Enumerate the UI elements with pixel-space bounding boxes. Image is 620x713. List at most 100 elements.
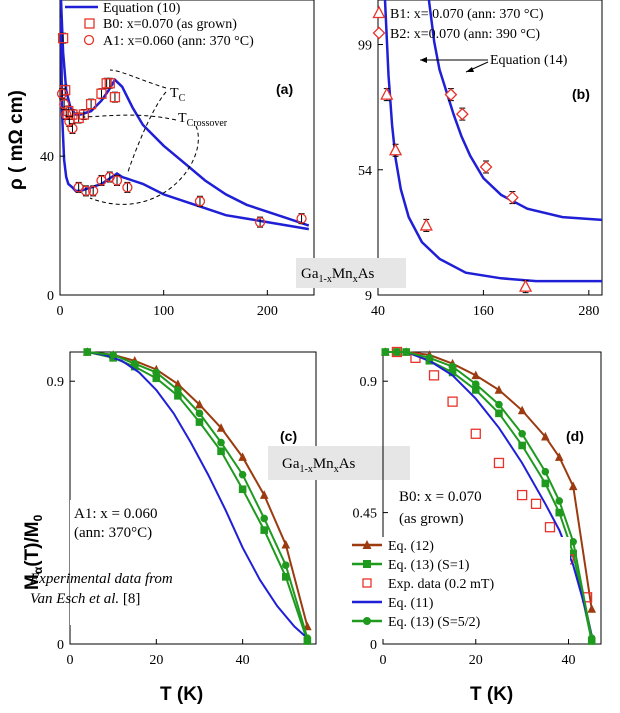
ylabel-alpha: α: [31, 566, 45, 574]
marker-circle: [174, 386, 182, 394]
marker-square: [260, 526, 269, 534]
a1-point: [56, 88, 68, 99]
marker-circle: [217, 438, 225, 447]
annotation-tcrossover: TCrossover: [178, 111, 228, 129]
panel-d-ytick-label: 0: [370, 638, 377, 653]
arrow-eq14-right-head: [466, 67, 474, 72]
legend-marker: [362, 540, 372, 549]
marker-circle: [109, 351, 117, 359]
panel-b-xtick-label: 280: [578, 304, 599, 319]
panel-a-frame: [59, 0, 315, 296]
marker-circle: [518, 429, 526, 438]
material-formula-top: Ga1-xMnxAs: [301, 266, 375, 285]
equation-14-curve: [427, 0, 602, 222]
exp-data-point: [447, 396, 458, 407]
panel-a-xtick-label: 100: [153, 304, 174, 319]
b0-point: [67, 109, 78, 120]
legend-label: Exp. data (0.2 mT): [388, 577, 494, 592]
marker-circle: [471, 380, 480, 388]
exp-data-point: [470, 428, 481, 439]
panel-b-ytick-label: 54: [358, 164, 372, 179]
legend-marker: [363, 560, 371, 568]
panel-a-ylabel: ρ ( mΩ cm): [6, 90, 27, 190]
marker-square: [152, 374, 161, 383]
panel-d-legend-bg: [348, 537, 570, 639]
legend-circle-marker: [83, 34, 95, 46]
note-a1-composition: A1: x = 0.060: [74, 506, 157, 522]
ylabel-m: M: [22, 574, 43, 590]
marker-triangle: [281, 539, 291, 549]
panel-b: (b) 40 160 280 9 54 99 B1: x= 0.070 (ann: 370…: [358, 0, 603, 319]
annotation-equation-14: Equation (14): [490, 53, 568, 68]
marker-triangle: [494, 385, 504, 394]
b1-point: [380, 87, 394, 100]
panel-a-xtick-label: 200: [257, 304, 278, 319]
panel-a-xtick-label: 0: [57, 304, 64, 319]
marker-circle: [238, 470, 247, 479]
panel-d-xlabel: T (K): [470, 684, 513, 705]
panel-d-ytick-label: 0.45: [353, 507, 378, 522]
panel-b-curves: [383, 0, 602, 283]
marker-circle: [83, 348, 92, 356]
marker-circle: [303, 634, 312, 642]
marker-triangle: [471, 370, 481, 380]
marker-circle: [425, 354, 434, 362]
a1-point: [80, 185, 92, 197]
panel-c-xtick-label: 0: [67, 653, 74, 668]
arrow-eq14-left-head: [420, 57, 427, 63]
note-a1-anneal: (ann: 370°C): [74, 525, 152, 541]
panel-a-legend: Equation (10) B0: x=0.070 (as grown) A1:…: [65, 1, 254, 49]
annotation-tc-sub: C: [179, 93, 186, 104]
panel-d-label: (d): [566, 428, 584, 444]
panel-b-ytick-label: 9: [365, 289, 372, 304]
panel-d-xtick-label: 40: [562, 653, 576, 668]
panel-b-plot: 40 160 280 9 54 99: [358, 0, 602, 319]
panel-c-plot: 0 20 40 0 0.9: [47, 347, 312, 668]
a1-point: [254, 216, 266, 228]
marker-triangle: [238, 452, 247, 461]
b1-point: [419, 218, 433, 231]
note-van-esch-name: Van Esch et al.: [30, 591, 119, 607]
marker-square: [217, 447, 225, 456]
marker-square: [541, 479, 550, 488]
curve-eq-11-: [385, 351, 593, 636]
panel-b-label: (b): [572, 86, 590, 102]
b2-point: [505, 191, 519, 205]
panel-b-frame: [377, 0, 603, 296]
panel-d-xtick-label: 0: [380, 653, 387, 668]
b0-point: [85, 98, 97, 110]
marker-circle: [448, 362, 457, 371]
marker-triangle: [541, 431, 550, 441]
marker-square: [195, 418, 204, 426]
legend-label: Eq. (13) (S=5/2): [388, 615, 481, 630]
ylabel-mid: (T)/M: [22, 521, 43, 566]
panel-d-ytick-label: 0.9: [360, 375, 378, 390]
note-van-esch-ref: [8]: [119, 591, 140, 607]
marker-square: [569, 549, 577, 558]
b0-point: [104, 78, 115, 89]
panel-c-xtick-label: 40: [236, 653, 250, 668]
material-formula-bottom: Ga1-xMnxAs: [282, 456, 356, 475]
arrow-tc-upper: [109, 69, 167, 89]
marker-square: [518, 441, 526, 450]
b0-point: [73, 112, 84, 124]
marker-circle: [402, 348, 410, 356]
b0-point: [109, 92, 121, 103]
legend-triangle-marker: [372, 5, 386, 19]
a1-point: [122, 182, 133, 193]
marker-circle: [195, 409, 204, 418]
legend-b2: B2: x=0.070 (ann: 390 °C): [390, 27, 540, 42]
mat-ga-top: Ga: [301, 266, 319, 282]
b0-point: [96, 88, 107, 99]
panel-d: T (K) (d) 0 20 40 0 0.45 0.9 B0: x = 0.070 (a…: [348, 346, 602, 705]
marker-square: [448, 368, 457, 377]
marker-square: [471, 386, 480, 394]
legend-equation-10: Equation (10): [103, 1, 181, 16]
b0-point: [78, 109, 89, 120]
legend-b1: B1: x= 0.070 (ann: 370 °C): [390, 7, 544, 22]
annotation-tc-main: T: [170, 86, 179, 101]
marker-circle: [541, 467, 550, 476]
marker-triangle: [195, 399, 204, 409]
panel-d-legend: Eq. (12) Eq. (13) (S=1) Exp. data (0.2 mT)…: [348, 537, 570, 639]
